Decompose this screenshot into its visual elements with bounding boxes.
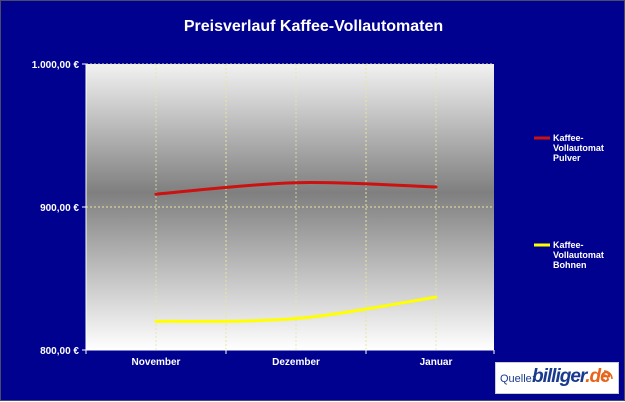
y-tick-label: 1.000,00 € — [32, 60, 80, 71]
legend-label: Kaffee- — [553, 240, 584, 250]
grid-lines — [86, 63, 494, 350]
source-label: Quelle: — [500, 373, 535, 385]
data-point — [295, 182, 297, 184]
legend-label: Bohnen — [553, 260, 587, 270]
legend-label: Pulver — [553, 153, 581, 163]
chart-title: Preisverlauf Kaffee-Vollautomaten — [183, 18, 444, 35]
source-brand-logo: billiger.de — [532, 366, 611, 387]
data-point — [435, 186, 437, 188]
tick-labels: 800,00 € 900,00 € 1.000,00 € November Dezemb… — [32, 60, 453, 368]
legend-label: Vollautomat — [553, 250, 604, 260]
source-badge[interactable]: Quelle: billiger.de — [495, 362, 619, 394]
data-point — [435, 296, 437, 298]
legend-label: Vollautomat — [553, 143, 604, 153]
x-tick-label: November — [132, 357, 181, 368]
y-tick-label: 900,00 € — [40, 203, 79, 214]
data-point — [295, 318, 297, 320]
legend-label: Kaffee- — [553, 133, 584, 143]
axes — [82, 63, 495, 354]
legend: Kaffee-VollautomatPulverKaffee-Vollautom… — [534, 133, 604, 270]
x-tick-label: Dezember — [272, 357, 320, 368]
x-tick-label: Januar — [420, 357, 453, 368]
data-point — [155, 320, 157, 322]
series-lines — [154, 181, 438, 323]
data-point — [155, 193, 157, 195]
y-tick-label: 800,00 € — [40, 346, 79, 357]
wifi-signal-icon — [603, 370, 613, 381]
